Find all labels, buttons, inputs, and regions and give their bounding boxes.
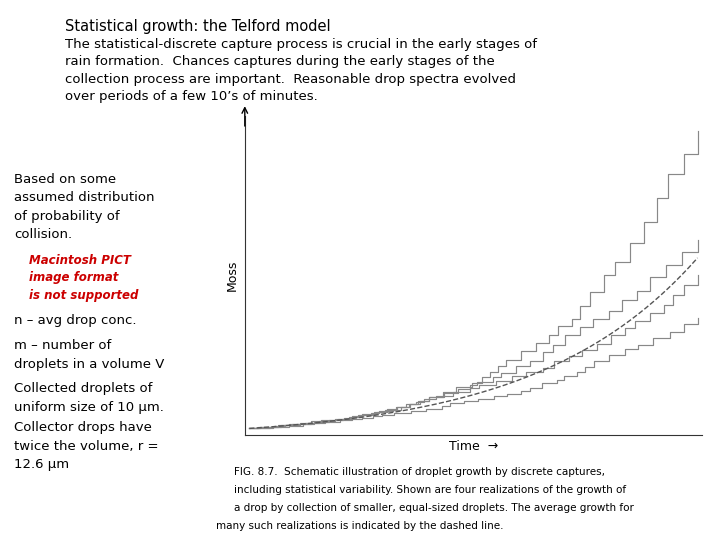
Text: including statistical variability. Shown are four realizations of the growth of: including statistical variability. Shown… xyxy=(234,485,626,495)
Text: The statistical-discrete capture process is crucial in the early stages of
rain : The statistical-discrete capture process… xyxy=(65,38,537,103)
Text: FIG. 8.7.  Schematic illustration of droplet growth by discrete captures,: FIG. 8.7. Schematic illustration of drop… xyxy=(234,467,605,477)
Text: m – number of
droplets in a volume V: m – number of droplets in a volume V xyxy=(14,339,165,370)
Text: Macintosh PICT
image format
is not supported: Macintosh PICT image format is not suppo… xyxy=(29,254,138,302)
Text: a drop by collection of smaller, equal-sized droplets. The average growth for: a drop by collection of smaller, equal-s… xyxy=(234,503,634,513)
Text: n – avg drop conc.: n – avg drop conc. xyxy=(14,314,137,327)
Text: Collected droplets of
uniform size of 10 μm.: Collected droplets of uniform size of 10… xyxy=(14,382,164,414)
Text: Statistical growth: the Telford model: Statistical growth: the Telford model xyxy=(65,19,330,34)
X-axis label: Time  →: Time → xyxy=(449,440,498,453)
Text: many such realizations is indicated by the dashed line.: many such realizations is indicated by t… xyxy=(216,521,504,531)
Text: Collector drops have
twice the volume, r =
12.6 μm: Collector drops have twice the volume, r… xyxy=(14,421,159,471)
Y-axis label: Moss: Moss xyxy=(226,260,239,291)
Text: Based on some
assumed distribution
of probability of
collision.: Based on some assumed distribution of pr… xyxy=(14,173,155,241)
